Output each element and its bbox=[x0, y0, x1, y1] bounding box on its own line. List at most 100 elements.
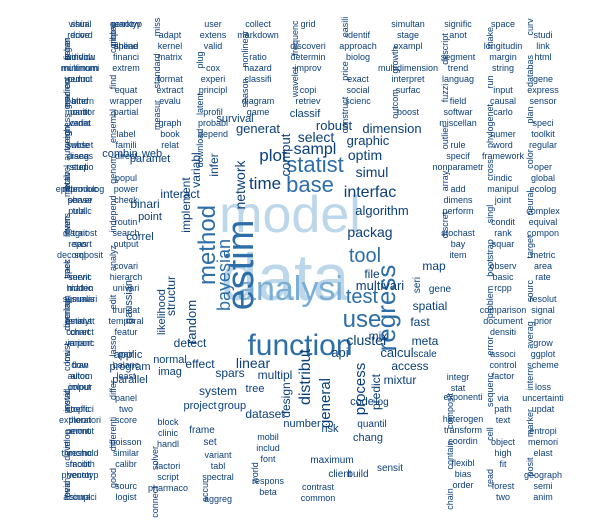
word-33: random bbox=[184, 300, 199, 344]
word-404: ment bbox=[70, 272, 91, 282]
word-364: world bbox=[250, 462, 260, 485]
word-312: plan bbox=[525, 106, 535, 123]
word-64: program bbox=[110, 361, 151, 373]
word-135: markov bbox=[111, 19, 141, 29]
word-153: routin bbox=[115, 217, 138, 227]
word-7: test bbox=[346, 286, 379, 308]
word-332: averag bbox=[525, 321, 535, 349]
word-112: decomposit bbox=[57, 250, 104, 260]
word-117: discrimin bbox=[62, 295, 72, 331]
word-285: problem bbox=[485, 286, 495, 319]
word-72: combin bbox=[102, 148, 137, 160]
word-27: robust bbox=[316, 118, 353, 133]
word-386: cumul bbox=[68, 74, 92, 84]
word-80: sensit bbox=[377, 463, 403, 474]
word-247: miscellan bbox=[439, 118, 477, 128]
word-19: process bbox=[352, 363, 369, 416]
word-68: tree bbox=[246, 383, 265, 395]
word-244: fuzzi bbox=[440, 84, 450, 103]
word-328: sourc bbox=[525, 280, 535, 303]
word-110: diagnost bbox=[63, 228, 98, 238]
word-74: classif bbox=[290, 108, 322, 120]
word-235: surfac bbox=[396, 85, 421, 95]
word-162: temporal bbox=[108, 316, 143, 326]
word-281: bootstrap bbox=[485, 239, 495, 277]
word-50: effect bbox=[185, 357, 215, 371]
word-250: specif bbox=[446, 151, 470, 161]
word-242: trend bbox=[448, 63, 469, 73]
word-203: collect bbox=[245, 19, 271, 29]
word-208: classifi bbox=[244, 74, 271, 84]
word-394: step bbox=[71, 162, 88, 172]
word-191: user bbox=[204, 19, 222, 29]
word-35: dimension bbox=[362, 121, 421, 136]
word-338: uncertainti bbox=[522, 393, 564, 403]
word-224: price bbox=[340, 61, 350, 81]
word-40: mix bbox=[369, 329, 388, 343]
word-255: perform bbox=[442, 206, 473, 216]
word-192: extens bbox=[200, 30, 227, 40]
word-178: logist bbox=[115, 492, 137, 502]
word-310: express bbox=[527, 85, 559, 95]
word-237: boost bbox=[397, 107, 420, 117]
word-259: item bbox=[449, 250, 466, 260]
word-335: scheme bbox=[527, 360, 559, 370]
word-16: sampl bbox=[294, 141, 337, 158]
word-307: html bbox=[534, 52, 551, 62]
word-313: speci bbox=[532, 118, 553, 128]
word-374: contain bbox=[445, 440, 455, 469]
word-1: model bbox=[219, 186, 361, 244]
word-130: threshold bbox=[61, 448, 98, 458]
word-199: profil bbox=[203, 107, 223, 117]
word-246: softwar bbox=[443, 107, 472, 117]
word-378: chain bbox=[445, 488, 455, 510]
word-105: activ bbox=[62, 171, 72, 190]
word-341: entropi bbox=[529, 426, 557, 436]
word-100: variat bbox=[69, 118, 92, 128]
word-370: composit bbox=[445, 392, 455, 429]
word-114: servic bbox=[68, 272, 92, 282]
word-163: featur bbox=[114, 327, 137, 337]
word-195: cox bbox=[206, 63, 221, 73]
word-142: wrapper bbox=[109, 96, 143, 106]
word-99: partit bbox=[70, 107, 91, 117]
word-157: covari bbox=[114, 261, 138, 271]
word-78: chang bbox=[353, 432, 383, 444]
word-129: develop bbox=[62, 429, 72, 461]
word-84: build bbox=[347, 469, 368, 480]
word-289: error bbox=[485, 336, 495, 355]
word-206: ratio bbox=[249, 52, 267, 62]
word-223: biolog bbox=[346, 52, 370, 62]
word-219: retriev bbox=[295, 96, 321, 106]
word-320: neural bbox=[525, 190, 535, 215]
word-263: margin bbox=[489, 52, 517, 62]
word-83: client bbox=[328, 469, 352, 480]
word-53: predict bbox=[369, 373, 383, 410]
word-359: accur bbox=[200, 480, 210, 502]
word-401: sas bbox=[73, 239, 88, 249]
word-384: window bbox=[64, 52, 96, 62]
word-48: design bbox=[279, 382, 293, 417]
word-343: elast bbox=[533, 448, 553, 458]
word-177: sourc bbox=[115, 481, 138, 491]
word-146: famili bbox=[115, 140, 136, 150]
word-361: mobil bbox=[257, 432, 279, 442]
word-155: output bbox=[113, 239, 139, 249]
word-214: discoveri bbox=[290, 41, 326, 51]
word-174: similar bbox=[113, 448, 139, 458]
word-28: comput bbox=[278, 133, 293, 176]
word-166: balanc bbox=[113, 360, 140, 370]
word-344: posit bbox=[525, 457, 535, 477]
word-118: analyt bbox=[68, 316, 93, 326]
word-379: integr bbox=[447, 372, 470, 382]
word-116: summari bbox=[63, 294, 98, 304]
word-143: partial bbox=[114, 107, 139, 117]
word-363: font bbox=[260, 454, 276, 464]
word-88: scale bbox=[413, 349, 437, 360]
word-189: book bbox=[160, 129, 180, 139]
word-319: ecolog bbox=[530, 184, 557, 194]
word-288: densiti bbox=[490, 327, 516, 337]
word-209: season bbox=[240, 78, 250, 107]
word-424: accuraci bbox=[63, 492, 97, 502]
word-291: control bbox=[489, 360, 516, 370]
